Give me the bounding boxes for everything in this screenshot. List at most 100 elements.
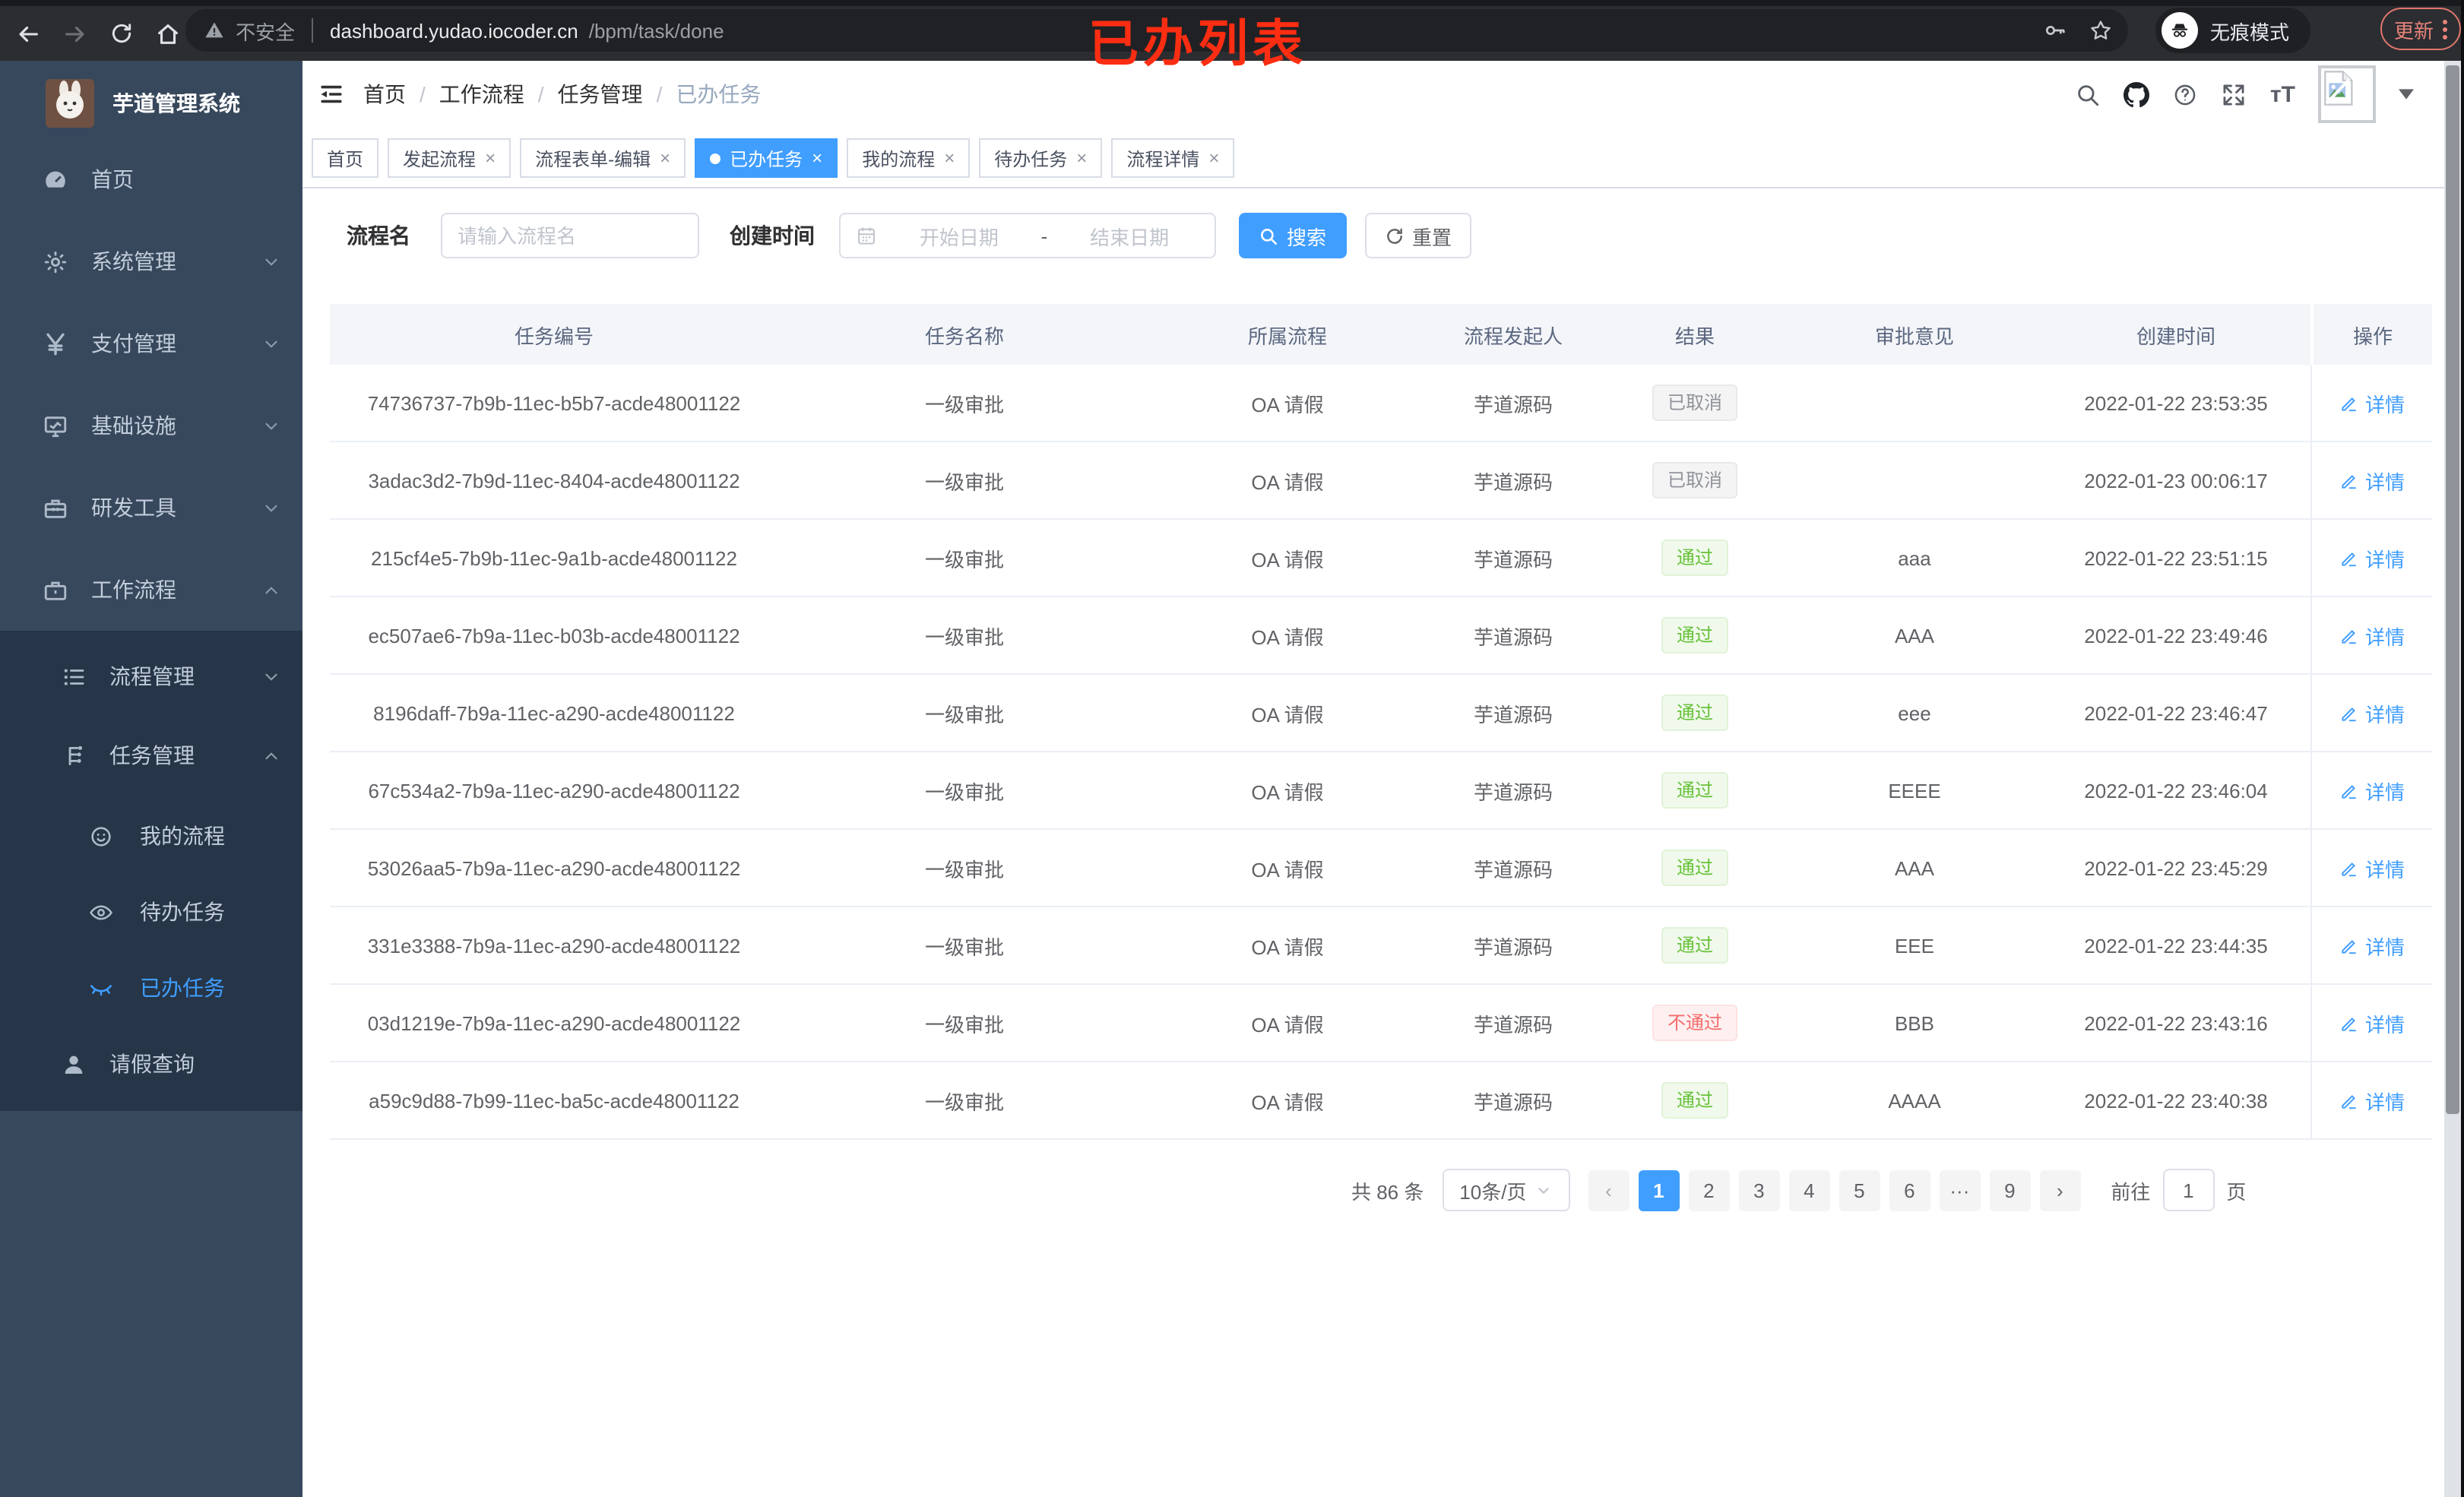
url-host: dashboard.yudao.iocoder.cn bbox=[330, 19, 578, 42]
detail-link[interactable]: 详情 bbox=[2339, 543, 2405, 572]
reset-button[interactable]: 重置 bbox=[1365, 213, 1471, 258]
password-key-icon[interactable] bbox=[2043, 18, 2067, 43]
gear-icon bbox=[44, 250, 67, 273]
col-flow: 所属流程 bbox=[1247, 324, 1327, 347]
tab-todo-tasks[interactable]: 待办任务 × bbox=[979, 138, 1103, 178]
flow-tree-icon bbox=[68, 745, 83, 765]
close-icon[interactable]: × bbox=[660, 147, 671, 169]
sidebar-item-process-mgmt[interactable]: 流程管理 bbox=[0, 646, 302, 707]
sidebar-item-workflow[interactable]: 工作流程 bbox=[0, 559, 302, 620]
github-icon[interactable] bbox=[2124, 81, 2150, 107]
cell-task-id: 3adac3d2-7b9d-11ec-8404-acde48001122 bbox=[368, 469, 740, 492]
sidebar-item-task-mgmt[interactable]: 任务管理 bbox=[0, 725, 302, 786]
detail-link[interactable]: 详情 bbox=[2339, 466, 2405, 495]
detail-link[interactable]: 详情 bbox=[2339, 621, 2405, 650]
edit-icon bbox=[2342, 1094, 2356, 1109]
help-icon[interactable] bbox=[2173, 81, 2199, 107]
sidebar-item-payment[interactable]: 支付管理 bbox=[0, 313, 302, 374]
chevron-down-icon bbox=[265, 258, 277, 265]
sidebar-item-todo-tasks[interactable]: 待办任务 bbox=[0, 881, 302, 942]
sidebar-item-done-tasks[interactable]: 已办任务 bbox=[0, 957, 302, 1018]
tab-home[interactable]: 首页 bbox=[312, 138, 379, 178]
sidebar-item-system[interactable]: 系统管理 bbox=[0, 231, 302, 292]
cell-task-id: a59c9d88-7b99-11ec-ba5c-acde48001122 bbox=[369, 1089, 740, 1112]
chevron-down-icon bbox=[265, 340, 277, 347]
page-button-2[interactable]: 2 bbox=[1688, 1169, 1730, 1211]
breadcrumb-workflow[interactable]: 工作流程 bbox=[439, 82, 524, 106]
status-badge: 通过 bbox=[1661, 617, 1728, 654]
next-page-button[interactable]: › bbox=[2039, 1169, 2081, 1211]
tab-process-detail[interactable]: 流程详情 × bbox=[1111, 138, 1235, 178]
col-starter: 流程发起人 bbox=[1463, 324, 1563, 347]
page-button-9[interactable]: 9 bbox=[1989, 1169, 2031, 1211]
breadcrumb-task-mgmt[interactable]: 任务管理 bbox=[557, 82, 643, 106]
browser-home-icon[interactable] bbox=[155, 21, 181, 46]
prev-page-button[interactable]: ‹ bbox=[1588, 1169, 1629, 1211]
tab-form-edit[interactable]: 流程表单-编辑 × bbox=[520, 138, 686, 178]
page-button-3[interactable]: 3 bbox=[1738, 1169, 1780, 1211]
tab-bar: 首页 发起流程 × 流程表单-编辑 × 已办任务 × 我的流程 × 待办任务 × 流程详情… bbox=[302, 128, 2444, 188]
page-button-5[interactable]: 5 bbox=[1838, 1169, 1880, 1211]
breadcrumb-home[interactable]: 首页 bbox=[363, 82, 406, 106]
address-bar[interactable]: 不安全 dashboard.yudao.iocoder.cn/bpm/task/… bbox=[185, 9, 2128, 52]
app-title: 芋道管理系统 bbox=[112, 91, 240, 116]
tab-start-process[interactable]: 发起流程 × bbox=[388, 138, 511, 178]
detail-link[interactable]: 详情 bbox=[2339, 853, 2405, 882]
window-edge bbox=[2461, 0, 2464, 1497]
col-create-time: 创建时间 bbox=[2136, 324, 2215, 347]
sidebar-item-my-process[interactable]: 我的流程 bbox=[0, 805, 302, 866]
detail-link[interactable]: 详情 bbox=[2339, 698, 2405, 727]
sidebar-item-home[interactable]: 首页 bbox=[0, 149, 302, 210]
detail-link[interactable]: 详情 bbox=[2339, 931, 2405, 960]
sidebar-label: 首页 bbox=[91, 167, 134, 191]
app-logo-row[interactable]: 芋道管理系统 bbox=[0, 73, 302, 134]
browser-menu-icon[interactable] bbox=[2443, 19, 2448, 39]
browser-refresh-icon[interactable] bbox=[109, 21, 134, 46]
caret-down-icon[interactable] bbox=[2399, 88, 2414, 100]
page-button-1[interactable]: 1 bbox=[1638, 1169, 1680, 1211]
user-icon bbox=[65, 1055, 83, 1074]
sidebar-fold-icon[interactable] bbox=[318, 81, 345, 108]
page-button-4[interactable]: 4 bbox=[1788, 1169, 1830, 1211]
search-icon[interactable] bbox=[2076, 81, 2101, 107]
close-icon[interactable]: × bbox=[1208, 147, 1220, 169]
bookmark-star-icon[interactable] bbox=[2089, 18, 2113, 43]
sidebar-item-infrastructure[interactable]: 基础设施 bbox=[0, 395, 302, 456]
process-name-input[interactable] bbox=[441, 213, 699, 258]
scrollbar-thumb[interactable] bbox=[2446, 65, 2459, 1114]
browser-back-icon[interactable] bbox=[15, 21, 41, 46]
detail-link[interactable]: 详情 bbox=[2339, 1008, 2405, 1037]
breadcrumb-separator: / bbox=[420, 82, 426, 106]
avatar[interactable] bbox=[2318, 65, 2376, 123]
detail-link[interactable]: 详情 bbox=[2339, 1086, 2405, 1115]
tab-my-process[interactable]: 我的流程 × bbox=[847, 138, 971, 178]
date-range-picker[interactable]: 开始日期 - 结束日期 bbox=[839, 213, 1216, 258]
page-button-6[interactable]: 6 bbox=[1889, 1169, 1930, 1211]
detail-link[interactable]: 详情 bbox=[2339, 776, 2405, 805]
font-size-icon[interactable]: тT bbox=[2269, 81, 2295, 107]
chevron-down-icon bbox=[265, 673, 277, 680]
search-button[interactable]: 搜索 bbox=[1239, 213, 1347, 258]
security-label[interactable]: 不安全 bbox=[236, 21, 296, 43]
fullscreen-icon[interactable] bbox=[2222, 81, 2247, 107]
broken-image-icon bbox=[2324, 71, 2353, 106]
sidebar-item-leave-query[interactable]: 请假查询 bbox=[0, 1033, 302, 1094]
edit-icon bbox=[2342, 707, 2356, 721]
more-pages-button[interactable]: ··· bbox=[1939, 1169, 1981, 1211]
close-icon[interactable]: × bbox=[944, 147, 955, 169]
sidebar-item-devtools[interactable]: 研发工具 bbox=[0, 477, 302, 538]
page-size-select[interactable]: 10条/页 bbox=[1442, 1169, 1570, 1211]
browser-update-button[interactable]: 更新 bbox=[2380, 8, 2462, 50]
close-icon[interactable]: × bbox=[485, 147, 496, 169]
goto-page-input[interactable] bbox=[2162, 1169, 2215, 1211]
close-icon[interactable]: × bbox=[1076, 147, 1088, 169]
edit-icon bbox=[2342, 1017, 2356, 1031]
browser-forward-icon[interactable] bbox=[62, 21, 88, 46]
detail-link[interactable]: 详情 bbox=[2339, 388, 2405, 417]
status-badge: 通过 bbox=[1661, 695, 1728, 731]
tab-done-tasks[interactable]: 已办任务 × bbox=[695, 138, 838, 178]
page-scrollbar[interactable] bbox=[2444, 61, 2461, 1497]
edit-icon bbox=[2342, 552, 2356, 566]
cell-task-id: 67c534a2-7b9a-11ec-a290-acde48001122 bbox=[368, 779, 740, 802]
close-icon[interactable]: × bbox=[812, 147, 823, 169]
